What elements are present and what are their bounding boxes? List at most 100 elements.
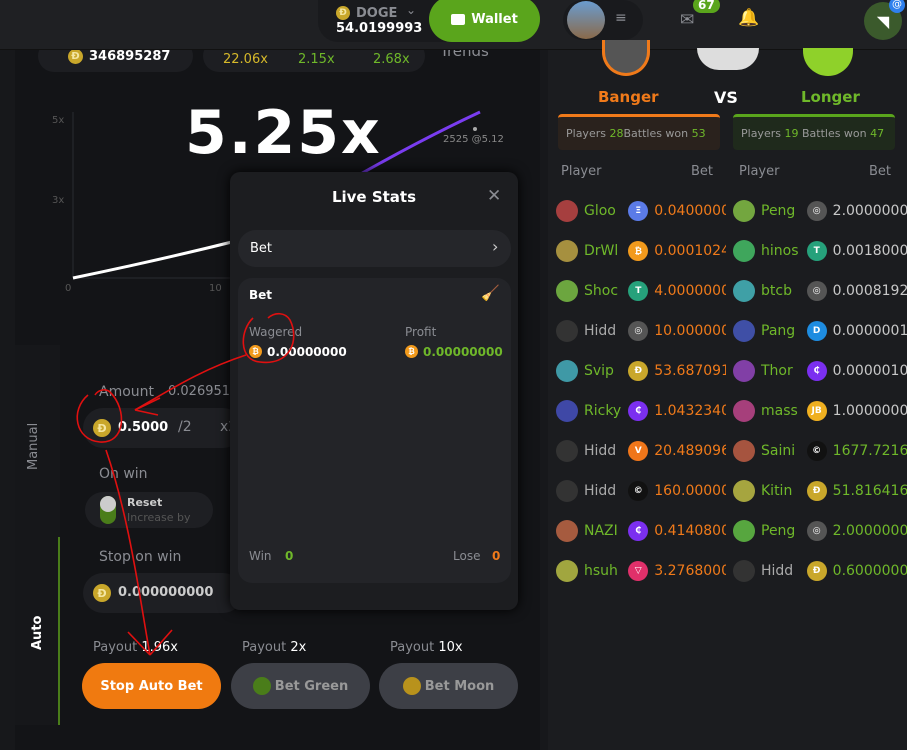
avatar[interactable] xyxy=(567,1,605,39)
stop-on-win-label: Stop on win xyxy=(99,549,182,565)
player-name[interactable]: Hidd xyxy=(584,443,617,459)
wagered-label: Wagered xyxy=(249,325,303,339)
player-avatar[interactable] xyxy=(733,320,755,342)
player-name[interactable]: Shoc xyxy=(584,283,619,299)
stop-auto-bet-button[interactable]: Stop Auto Bet xyxy=(82,663,221,709)
bet-green-button[interactable]: Bet Green xyxy=(231,663,370,709)
wallet-button[interactable]: Wallet xyxy=(429,0,540,42)
increase-option[interactable]: Increase by xyxy=(127,511,191,524)
wallet-label: Wallet xyxy=(471,11,518,27)
bet-amount: 2.0000000 xyxy=(832,203,907,219)
player-avatar[interactable] xyxy=(733,400,755,422)
doge-icon: Ð xyxy=(93,584,111,602)
player-avatar[interactable] xyxy=(733,360,755,382)
col-header-player: Player xyxy=(739,164,780,179)
tab-auto-indicator xyxy=(58,537,60,725)
bet-amount: 0.0000010 xyxy=(832,363,907,379)
close-icon[interactable]: ✕ xyxy=(487,186,502,206)
banger-stats: Players 28Battles won 53 xyxy=(558,114,720,150)
stop-on-win-input[interactable]: Ð 0.000000000 xyxy=(83,573,243,613)
bet-moon-button[interactable]: Bet Moon xyxy=(379,663,518,709)
bet-amount: 4.0000000 xyxy=(654,283,726,299)
player-name[interactable]: hsuh xyxy=(584,563,618,579)
x-tick: 0 xyxy=(65,283,71,294)
player-name[interactable]: Peng xyxy=(761,203,796,219)
player-avatar[interactable] xyxy=(556,400,578,422)
bell-icon[interactable]: 🔔 xyxy=(738,8,760,28)
player-name[interactable]: Ricky xyxy=(584,403,622,419)
player-name[interactable]: Peng xyxy=(761,523,796,539)
doge-icon: Ð xyxy=(68,48,83,64)
wallet-icon xyxy=(451,13,466,25)
player-name[interactable]: mass xyxy=(761,403,798,419)
stats-card: Bet 🧹 Wagered ₿ 0.00000000 Profit ₿ 0.00… xyxy=(238,278,511,583)
bet-amount: 0.0001024 xyxy=(654,243,726,259)
player-avatar[interactable] xyxy=(733,440,755,462)
x-tick: 10 xyxy=(209,283,222,294)
bet-amount: 0.04000000 xyxy=(654,203,726,219)
profile-menu[interactable]: ≡ xyxy=(563,0,643,40)
player-name[interactable]: hinos xyxy=(761,243,799,259)
history-item: 2.15x xyxy=(298,52,335,67)
player-name[interactable]: DrWl xyxy=(584,243,619,259)
balance: 54.0199993 xyxy=(336,21,423,36)
vet-coin-icon: V xyxy=(628,441,649,461)
bet-amount: 0.0000001 xyxy=(832,323,907,339)
amount-usd: 0.0269510 xyxy=(168,384,239,399)
player-avatar[interactable] xyxy=(556,320,578,342)
table-row: Gloo Ξ 0.04000000 Peng ◎ 2.0000000 xyxy=(548,191,907,231)
col-header-bet: Bet xyxy=(869,164,892,179)
player-name[interactable]: Hidd xyxy=(584,483,617,499)
half-button[interactable]: /2 xyxy=(178,419,192,435)
player-name[interactable]: Svip xyxy=(584,363,614,379)
player-avatar[interactable] xyxy=(556,360,578,382)
eth-coin-icon: Ξ xyxy=(628,201,649,221)
player-avatar[interactable] xyxy=(556,520,578,542)
player-avatar[interactable] xyxy=(556,280,578,302)
usdt-coin-icon: T xyxy=(806,241,827,261)
player-name[interactable]: Gloo xyxy=(584,203,616,219)
player-avatar[interactable] xyxy=(556,560,578,582)
jb-coin-icon: JB xyxy=(806,401,827,421)
amount-input[interactable]: Ð 0.5000 /2 x2 xyxy=(83,408,243,448)
broom-icon[interactable]: 🧹 xyxy=(481,284,500,302)
player-name[interactable]: Hidd xyxy=(584,323,617,339)
player-avatar[interactable] xyxy=(733,560,755,582)
player-avatar[interactable] xyxy=(733,200,755,222)
menu-icon[interactable]: ≡ xyxy=(615,10,627,26)
player-avatar[interactable] xyxy=(556,440,578,462)
bet-amount: 1.0432340 xyxy=(654,403,726,419)
history-item: 22.06x xyxy=(223,52,268,67)
tab-auto[interactable]: Auto xyxy=(30,615,45,650)
stats-select-value: Bet xyxy=(250,241,273,256)
stats-select[interactable]: Bet › xyxy=(238,230,511,267)
player-avatar[interactable] xyxy=(556,200,578,222)
player-avatar[interactable] xyxy=(733,520,755,542)
doge-coin-icon: Ð xyxy=(806,481,827,501)
mail-badge: 67 xyxy=(693,0,720,13)
player-avatar[interactable] xyxy=(556,240,578,262)
on-win-toggle[interactable]: Reset Increase by xyxy=(85,492,213,528)
player-name[interactable]: Thor xyxy=(761,363,793,379)
mail-icon[interactable]: ✉ xyxy=(680,10,695,30)
table-row: Hidd ◎ 10.000000 Pang D 0.0000001 xyxy=(548,311,907,351)
y-tick: 3x xyxy=(52,195,64,206)
player-name[interactable]: Pang xyxy=(761,323,796,339)
reset-option[interactable]: Reset xyxy=(127,496,163,509)
player-avatar[interactable] xyxy=(733,480,755,502)
player-name[interactable]: Hidd xyxy=(761,563,794,579)
player-avatar[interactable] xyxy=(733,240,755,262)
doge-icon: Ð xyxy=(336,6,350,20)
history-item: 2.68x xyxy=(373,52,410,67)
player-name[interactable]: btcb xyxy=(761,283,792,299)
on-win-label: On win xyxy=(99,466,148,482)
celo-coin-icon: ₵ xyxy=(806,361,827,381)
player-name[interactable]: Saini xyxy=(761,443,796,459)
tab-manual[interactable]: Manual xyxy=(26,422,41,470)
bet-amount: 3.2768000 xyxy=(654,563,726,579)
chat-badge: @ xyxy=(889,0,905,13)
player-avatar[interactable] xyxy=(556,480,578,502)
player-name[interactable]: NAZI xyxy=(584,523,618,539)
player-avatar[interactable] xyxy=(733,280,755,302)
player-name[interactable]: Kitin xyxy=(761,483,793,499)
